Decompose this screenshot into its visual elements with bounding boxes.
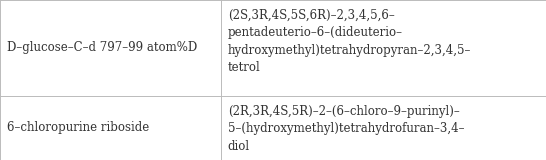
Text: D–glucose–C–d 797–99 atom%D: D–glucose–C–d 797–99 atom%D [7,41,197,55]
Text: (2S,3R,4S,5S,6R)–2,3,4,5,6–
pentadeuterio–6–(dideuterio–
hydroxymethyl)tetrahydr: (2S,3R,4S,5S,6R)–2,3,4,5,6– pentadeuteri… [228,9,471,74]
Text: 6–chloropurine riboside: 6–chloropurine riboside [7,121,149,135]
Text: (2R,3R,4S,5R)–2–(6–chloro–9–purinyl)–
5–(hydroxymethyl)tetrahydrofuran–3,4–
diol: (2R,3R,4S,5R)–2–(6–chloro–9–purinyl)– 5–… [228,105,464,153]
